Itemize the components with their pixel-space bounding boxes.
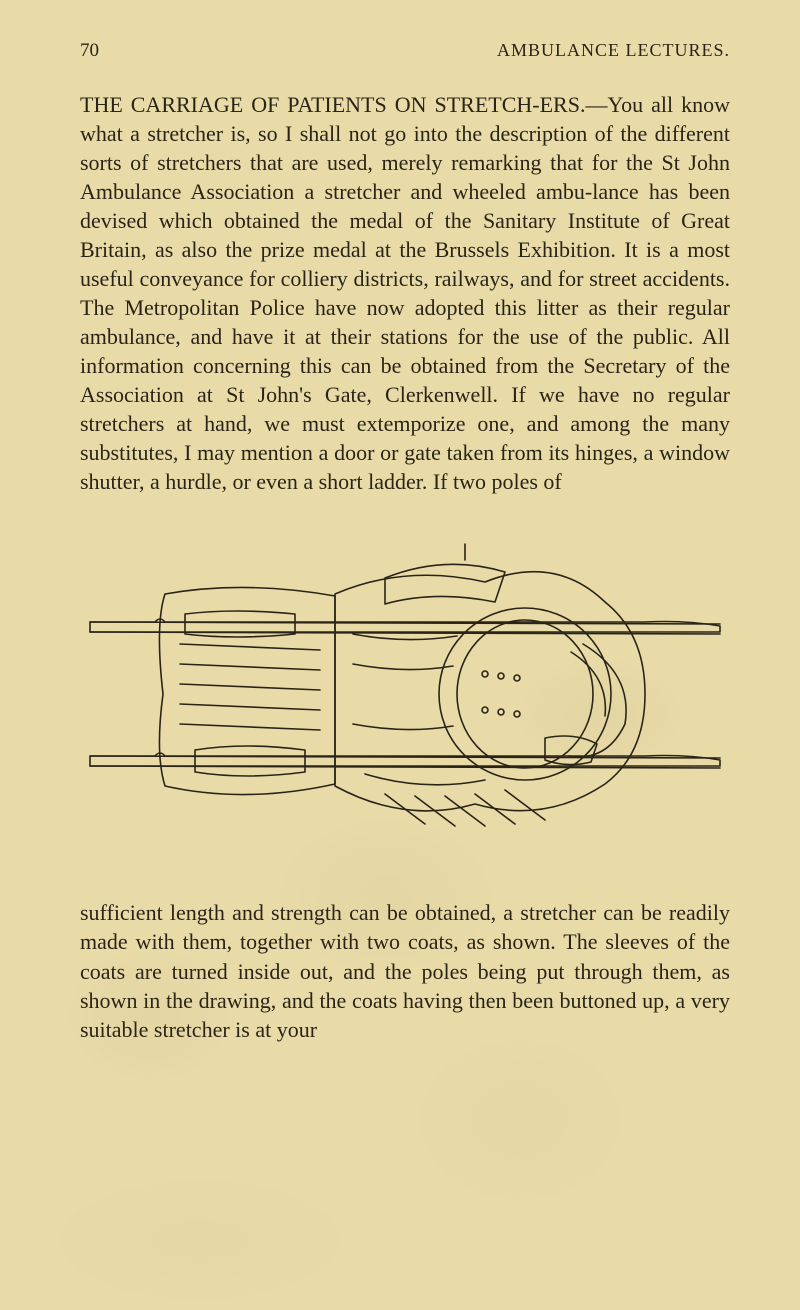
body-paragraph-2: sufficient length and strength can be ob… [80,898,730,1043]
running-head: AMBULANCE LECTURES. [497,40,730,62]
stretcher-illustration [80,514,730,874]
page-stain [420,1040,620,1200]
paragraph-1-text: THE CARRIAGE OF PATIENTS ON STRETCH-ERS.… [80,92,730,494]
page-header: 70 AMBULANCE LECTURES. [80,40,730,62]
page-stain [60,1180,340,1300]
stretcher-svg [85,524,725,864]
body-paragraph-1: THE CARRIAGE OF PATIENTS ON STRETCH-ERS.… [80,90,730,496]
page-number: 70 [80,40,99,62]
